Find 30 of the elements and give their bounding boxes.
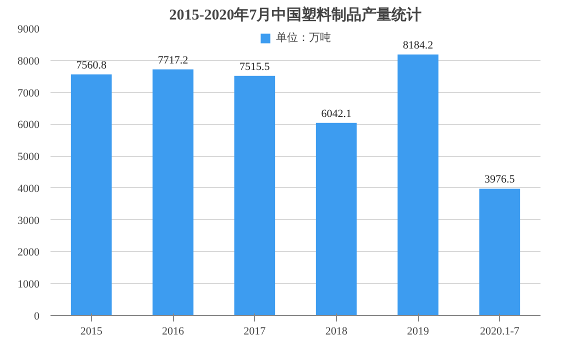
bar xyxy=(70,74,112,316)
bar xyxy=(316,122,357,316)
bar xyxy=(152,69,194,316)
legend-label: 单位：万吨 xyxy=(276,31,331,45)
data-label: 8184.2 xyxy=(402,40,434,52)
y-tick-label: 8000 xyxy=(18,55,40,68)
y-tick-label: 7000 xyxy=(18,87,40,100)
data-label: 6042.1 xyxy=(321,108,352,120)
data-label: 3976.5 xyxy=(484,174,516,186)
y-tick-label: 4000 xyxy=(18,182,40,195)
y-tick-label: 1000 xyxy=(18,278,40,291)
y-tick-label: 2000 xyxy=(18,246,40,259)
x-tick-label: 2019 xyxy=(407,326,430,338)
x-tick-label: 2018 xyxy=(325,326,348,338)
data-label: 7560.8 xyxy=(76,59,107,72)
y-tick-label: 9000 xyxy=(18,24,40,36)
x-tick-label: 2017 xyxy=(244,326,266,338)
x-tick-label: 2016 xyxy=(162,326,184,338)
x-tick-label: 2020.1-7 xyxy=(480,326,520,338)
y-tick-label: 3000 xyxy=(18,214,40,227)
y-tick-label: 6000 xyxy=(18,119,40,132)
bar xyxy=(398,54,438,316)
data-label: 7717.2 xyxy=(158,54,188,66)
data-label: 7515.5 xyxy=(240,60,270,73)
x-tick-label: 2015 xyxy=(80,326,103,338)
y-tick-label: 0 xyxy=(34,310,40,322)
bar xyxy=(234,76,276,316)
y-tick-label: 5000 xyxy=(18,151,40,164)
chart-title: 2015-2020年7月中国塑料制品产量统计 xyxy=(169,6,422,24)
bar xyxy=(479,188,520,316)
